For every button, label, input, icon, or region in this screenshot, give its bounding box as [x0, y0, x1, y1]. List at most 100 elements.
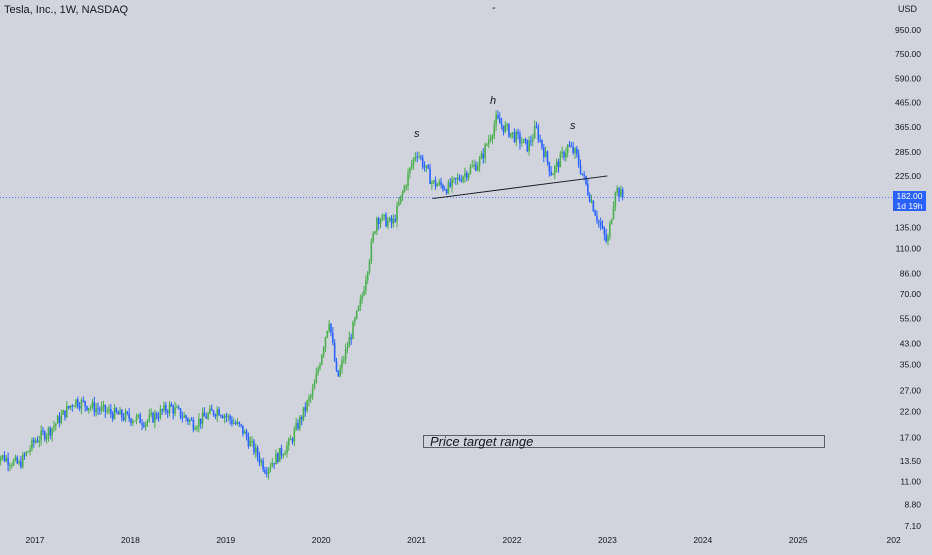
candle-body [528, 140, 530, 152]
candle-body [97, 408, 99, 410]
candle-body [177, 407, 180, 409]
candle-body [374, 231, 376, 234]
candle-body [287, 439, 290, 446]
y-tick-label: 750.00 [895, 49, 921, 59]
candle-body [372, 233, 374, 242]
candle-body [43, 431, 46, 440]
candle-body [32, 439, 35, 443]
y-tick-label: 11.00 [900, 477, 921, 487]
candle-body [557, 161, 560, 168]
candle-body [519, 134, 521, 144]
candle-body [462, 176, 464, 182]
candle-body [276, 453, 279, 462]
candle-body [388, 217, 391, 221]
last-price-tag: 182.00 1d 19h [893, 191, 926, 211]
candle-body [522, 139, 525, 143]
candle-body [341, 360, 343, 369]
candle-body [438, 181, 441, 185]
candle-body [262, 460, 264, 470]
candle-body [563, 151, 565, 158]
candle-body [504, 124, 507, 132]
candle-body [232, 422, 235, 424]
candle-body [581, 173, 584, 175]
candle-body [236, 422, 239, 424]
candle-body [508, 124, 510, 137]
candle-body [58, 416, 61, 424]
candle-body [62, 410, 64, 415]
candle-body [203, 412, 206, 417]
candle-body [229, 415, 231, 420]
candle-body [82, 400, 85, 402]
candle-body [291, 438, 294, 442]
candle-body [526, 139, 529, 152]
candle-body [157, 417, 160, 419]
candle-body [319, 364, 321, 369]
y-tick-label: 135.00 [895, 223, 921, 233]
candle-body [227, 415, 230, 417]
candle-body [464, 173, 466, 177]
y-tick-label: 590.00 [895, 73, 921, 83]
candle-body [603, 227, 606, 235]
candle-body [220, 415, 222, 417]
candle-body [254, 447, 257, 453]
candle-body [609, 223, 611, 238]
y-tick-label: 17.00 [900, 433, 922, 443]
candle-body [192, 420, 195, 430]
candle-body [502, 125, 505, 132]
candle-body [128, 413, 130, 419]
candle-body [432, 180, 435, 183]
x-tick-label: 2021 [407, 535, 426, 545]
candle-body [141, 423, 143, 425]
candle-body [601, 225, 604, 228]
candle-body [482, 153, 485, 159]
candle-body [161, 409, 163, 411]
candle-body [174, 407, 176, 414]
candle-body [335, 361, 338, 371]
candle-body [513, 132, 516, 142]
candle-body [592, 200, 595, 212]
candle-body [280, 448, 283, 456]
candle-body [5, 458, 8, 462]
candle-body [172, 406, 175, 414]
candle-body [456, 177, 459, 180]
candle-body [113, 408, 116, 419]
candle-body [311, 389, 314, 396]
candle-body [493, 125, 496, 136]
candle-body [546, 151, 549, 162]
candle-body [322, 347, 325, 356]
candle-body [350, 337, 352, 339]
candle-body [616, 188, 618, 193]
candle-body [583, 174, 585, 177]
candle-body [146, 420, 149, 423]
candle-body [106, 411, 108, 413]
candle-body [190, 419, 193, 421]
candle-body [69, 405, 72, 408]
candle-body [497, 115, 499, 119]
candle-body [238, 422, 241, 425]
candle-body [321, 355, 323, 365]
candle-body [537, 127, 540, 140]
candle-body [273, 462, 275, 465]
candle-body [618, 188, 620, 197]
candle-body [53, 425, 55, 429]
candle-body [418, 156, 420, 158]
candle-body [80, 400, 83, 409]
candle-body [289, 438, 292, 440]
candle-body [420, 156, 422, 158]
candle-body [543, 147, 545, 158]
candle-body [365, 280, 367, 291]
candle-body [405, 185, 408, 187]
candle-body [387, 220, 389, 227]
candle-body [614, 192, 617, 207]
candle-body [181, 417, 184, 419]
head-label: h [490, 95, 497, 107]
candle-body [506, 124, 508, 126]
candle-body [495, 115, 497, 126]
candle-body [390, 217, 393, 224]
candle-body [486, 144, 488, 146]
candle-body [550, 171, 552, 176]
price-target-box[interactable]: Price target range [423, 434, 825, 449]
candle-body [361, 295, 363, 300]
